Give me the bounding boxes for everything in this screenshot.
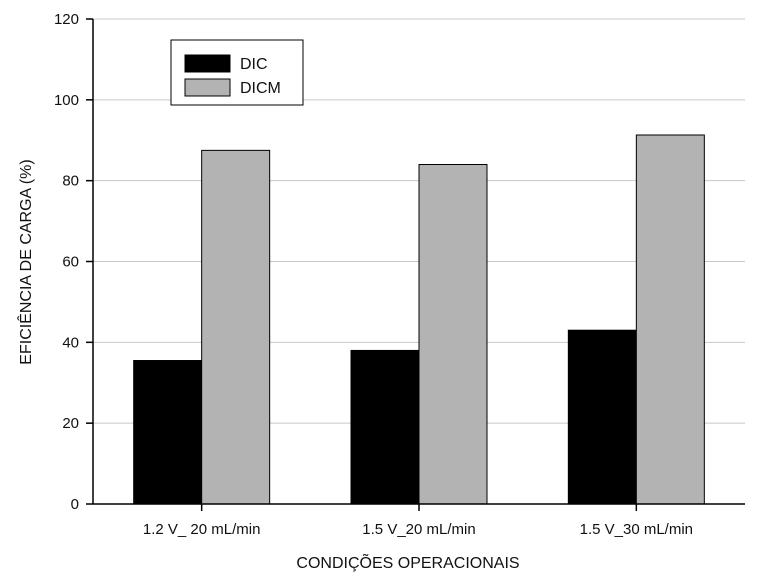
legend-swatch-dicm: [184, 78, 231, 97]
x-tick-label: 1.2 V_ 20 mL/min: [143, 521, 261, 538]
y-tick-label: 80: [62, 173, 79, 190]
y-tick-label: 120: [54, 11, 79, 28]
x-tick-label: 1.5 V_20 mL/min: [362, 521, 475, 538]
bar-dic-1: [133, 360, 203, 505]
legend: DIC DICM: [170, 39, 304, 106]
legend-label-dicm: DICM: [240, 80, 281, 97]
x-axis-title: CONDIÇÕES OPERACIONAIS: [296, 552, 519, 572]
bar-dicm-3: [635, 134, 705, 505]
legend-label-dic: DIC: [240, 56, 268, 73]
bar-dic-2: [350, 349, 420, 505]
x-axis-ticks: 1.2 V_ 20 mL/min 1.5 V_20 mL/min 1.5 V_30 …: [143, 504, 693, 538]
bar-dic-3: [567, 329, 637, 505]
bar-dicm-1: [201, 149, 271, 505]
y-tick-label: 100: [54, 92, 79, 109]
bars: [133, 134, 705, 505]
y-axis-title: EFICIÊNCIA DE CARGA (%): [16, 159, 35, 364]
bar-dicm-2: [418, 164, 488, 505]
y-tick-label: 0: [71, 496, 79, 513]
x-tick-label: 1.5 V_30 mL/min: [580, 521, 693, 538]
legend-swatch-dic: [184, 54, 231, 73]
y-tick-label: 20: [62, 415, 79, 432]
y-axis-ticks: 0 20 40 60 80 100 120: [54, 11, 93, 513]
y-tick-label: 40: [62, 334, 79, 351]
y-tick-label: 60: [62, 254, 79, 271]
